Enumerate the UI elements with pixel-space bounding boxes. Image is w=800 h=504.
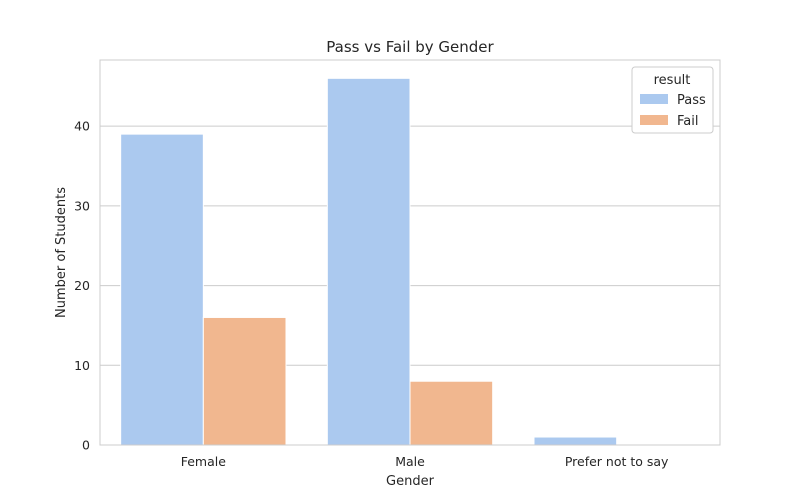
- bars: [120, 77, 618, 446]
- chart-title: Pass vs Fail by Gender: [326, 38, 494, 56]
- plot-border: [99, 59, 721, 446]
- legend: result Pass Fail: [631, 66, 714, 134]
- bar-fail-female: [202, 316, 287, 446]
- y-tick-label: 30: [74, 198, 90, 213]
- x-axis-label: Gender: [386, 474, 435, 489]
- legend-title: result: [654, 73, 691, 88]
- y-tick-label: 20: [74, 278, 90, 293]
- y-tick-label: 0: [82, 438, 90, 453]
- x-tick-label: Male: [395, 454, 425, 469]
- x-tick-label: Prefer not to say: [565, 454, 669, 469]
- legend-swatch-pass: [640, 94, 668, 104]
- y-tick-label: 40: [74, 119, 90, 134]
- bar-pass-prefer-not-to-say: [533, 436, 618, 446]
- bar-pass-female: [120, 133, 204, 446]
- y-tick-label: 10: [74, 358, 90, 373]
- y-axis-label: Number of Students: [54, 187, 69, 318]
- x-tick-label: Female: [181, 454, 227, 469]
- ticks: 0 10 20 30 40 Female Male Prefer not to say: [74, 119, 669, 469]
- legend-swatch-fail: [640, 115, 668, 125]
- bar-fail-male: [409, 380, 494, 446]
- legend-label-pass: Pass: [677, 93, 706, 108]
- legend-label-fail: Fail: [677, 114, 698, 129]
- bar-pass-male: [326, 77, 411, 446]
